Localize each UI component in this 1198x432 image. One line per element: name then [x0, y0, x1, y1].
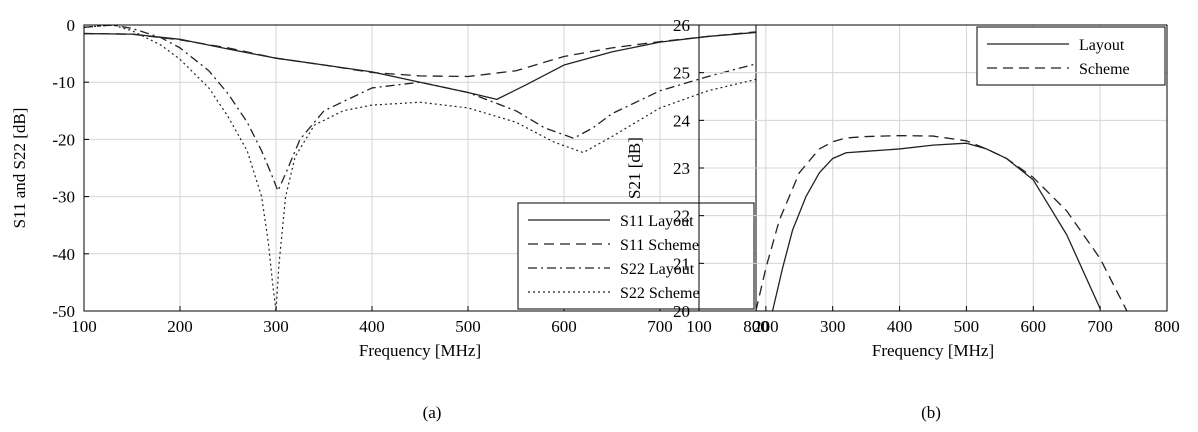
x-tick-label: 300 [820, 317, 846, 336]
y-tick-label: 25 [673, 64, 690, 83]
legend: Layout Scheme [976, 26, 1166, 86]
series-line-s22-layout [84, 25, 756, 192]
x-tick-label: 800 [743, 317, 769, 336]
series-line-layout [771, 142, 1101, 311]
series-line-scheme [755, 134, 1128, 311]
legend-label: Scheme [1079, 61, 1130, 78]
panel-caption: (a) [423, 403, 442, 422]
x-tick-label: 700 [1087, 317, 1113, 336]
legend-box [517, 202, 755, 310]
x-tick-label: 100 [686, 317, 712, 336]
y-axis-label: S21 [dB] [625, 137, 644, 199]
x-tick-label: 400 [359, 317, 385, 336]
x-axis-label: Frequency [MHz] [872, 341, 994, 360]
x-tick-label: 700 [647, 317, 673, 336]
legend-label: S11 Scheme [620, 237, 699, 254]
x-axis-label: Frequency [MHz] [359, 341, 481, 360]
x-tick-label: 600 [551, 317, 577, 336]
x-tick-label: 200 [753, 317, 779, 336]
y-tick-label: 24 [673, 111, 691, 130]
y-axis-label: S11 and S22 [dB] [10, 108, 29, 229]
y-tick-label: 20 [673, 302, 690, 321]
y-tick-label: -20 [52, 130, 75, 149]
legend-label: S11 Layout [620, 213, 694, 230]
x-tick-label: 600 [1021, 317, 1047, 336]
y-tick-label: 22 [673, 207, 690, 226]
x-tick-label: 500 [455, 317, 481, 336]
panel-caption: (b) [921, 403, 941, 422]
x-tick-label: 100 [71, 317, 97, 336]
y-tick-label: 23 [673, 159, 690, 178]
x-tick-label: 400 [887, 317, 913, 336]
x-tick-label: 500 [954, 317, 980, 336]
y-tick-label: 21 [673, 254, 690, 273]
legend: S11 Layout S11 Scheme S22 Layout S22 Scheme [517, 202, 755, 310]
legend-label: Layout [1079, 37, 1125, 54]
legend-label: S22 Scheme [620, 285, 700, 302]
chart-panel-a: 100 200 300 400 500 600 700 800 0 -10 -20 -30 -40 -50… [10, 16, 769, 422]
x-tick-label: 200 [167, 317, 193, 336]
chart-panel-b: 100 200 300 400 500 600 700 800 26 25 24 23 22 21 20 Fr… [625, 16, 1180, 422]
y-tick-label: -30 [52, 188, 75, 207]
x-tick-label: 800 [1154, 317, 1180, 336]
y-tick-label: -10 [52, 73, 75, 92]
legend-box [976, 26, 1166, 86]
series-line-s11-scheme [84, 31, 756, 78]
y-tick-label: 0 [67, 16, 76, 35]
y-tick-label: -50 [52, 302, 75, 321]
y-tick-label: -40 [52, 245, 75, 264]
legend-label: S22 Layout [620, 261, 695, 278]
x-tick-label: 300 [263, 317, 289, 336]
y-tick-label: 26 [673, 16, 690, 35]
